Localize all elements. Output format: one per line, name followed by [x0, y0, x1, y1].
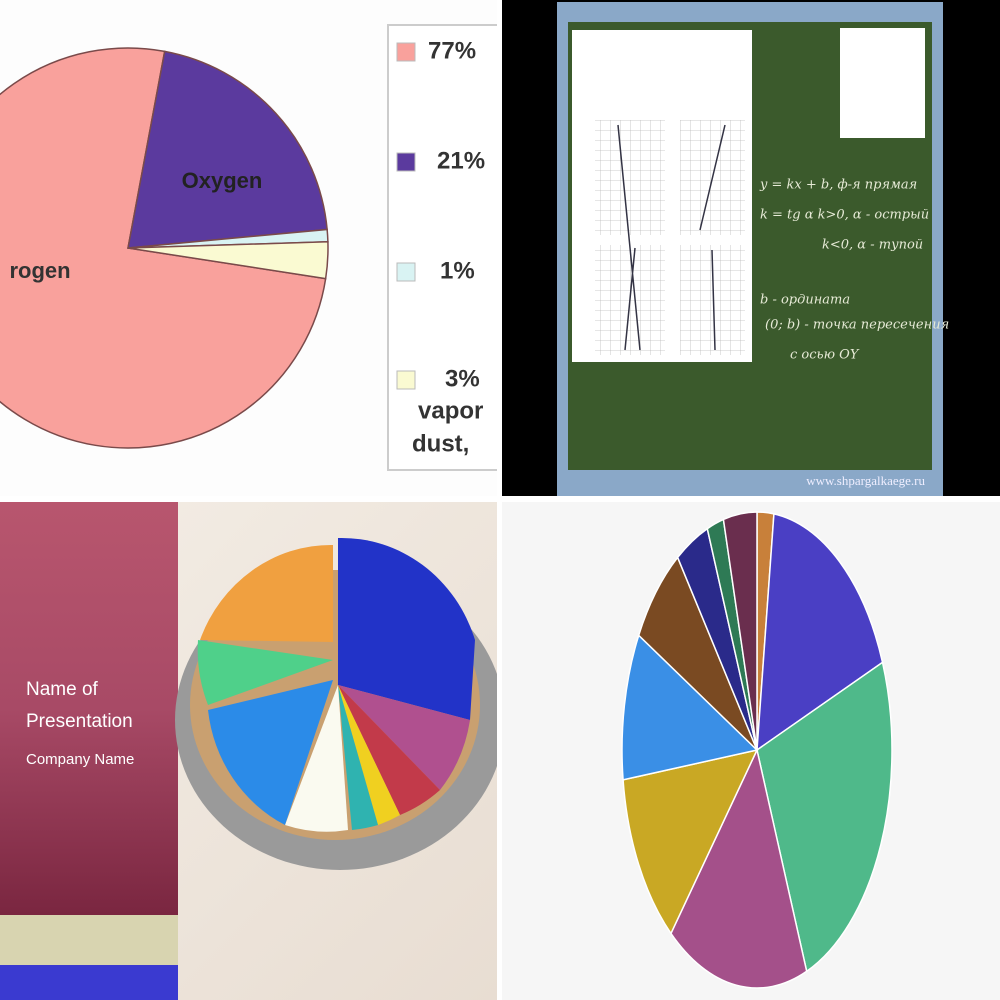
pie-slice [622, 748, 759, 935]
pie-3d-slice [338, 685, 470, 790]
stripe [0, 965, 178, 1000]
legend-box [387, 24, 509, 471]
pie-slice [756, 512, 884, 752]
graph-lines [617, 124, 726, 351]
stripe [0, 915, 178, 965]
graph-grid [595, 120, 665, 235]
board-text: k<0, α - тупой [822, 238, 923, 253]
board-text: (0; b) - точка пересечения [765, 318, 949, 333]
pie-3d-slice [208, 680, 333, 825]
legend-swatch [396, 152, 416, 172]
board-text: y = kx + b, ф-я прямая [759, 178, 917, 193]
legend-swatch [396, 370, 416, 390]
pie-slice [0, 47, 327, 449]
slice-label: Oxygen [182, 168, 263, 193]
legend-label: 77% [428, 37, 476, 64]
legend-label: vapor [418, 397, 483, 424]
legend-label: 1% [440, 257, 475, 284]
divider [497, 0, 502, 1000]
slice-label: rogen [9, 258, 70, 283]
pie-3d-slice [200, 544, 333, 642]
pie-slice [637, 555, 758, 751]
pie-3d-slice [338, 537, 475, 720]
pie-slice [127, 240, 329, 280]
legend-swatch [396, 42, 416, 62]
legend-swatch [396, 262, 416, 282]
legend-label: dust, [412, 430, 469, 457]
presentation-title: Presentation [26, 711, 133, 732]
pie-3d-slice [197, 640, 333, 705]
pie-3d-slice [338, 685, 400, 825]
pie-slice [621, 633, 759, 781]
pie-slice [670, 747, 808, 989]
note-card [840, 28, 925, 138]
legend-label: 21% [437, 147, 485, 174]
board-text: k = tg α k>0, α - острый [760, 208, 929, 223]
company-name: Company Name [26, 751, 134, 768]
board-text: с осью OY [790, 348, 860, 363]
site-url: www.shpargalkaege.ru [806, 473, 925, 488]
pie-3d-slice [285, 685, 348, 832]
pie-slice [756, 661, 893, 973]
presentation-title: Name of [26, 679, 99, 700]
pie-group [621, 511, 893, 989]
board-text: b - ордината [760, 293, 850, 308]
pie-3d-slice [338, 685, 378, 830]
pie-3d-slice [338, 685, 440, 815]
legend-label: 3% [445, 365, 480, 392]
pie-group: rogen Oxygen [0, 47, 329, 449]
pie-slice [722, 511, 758, 751]
pie-slice [127, 50, 328, 249]
title-band [0, 500, 178, 915]
